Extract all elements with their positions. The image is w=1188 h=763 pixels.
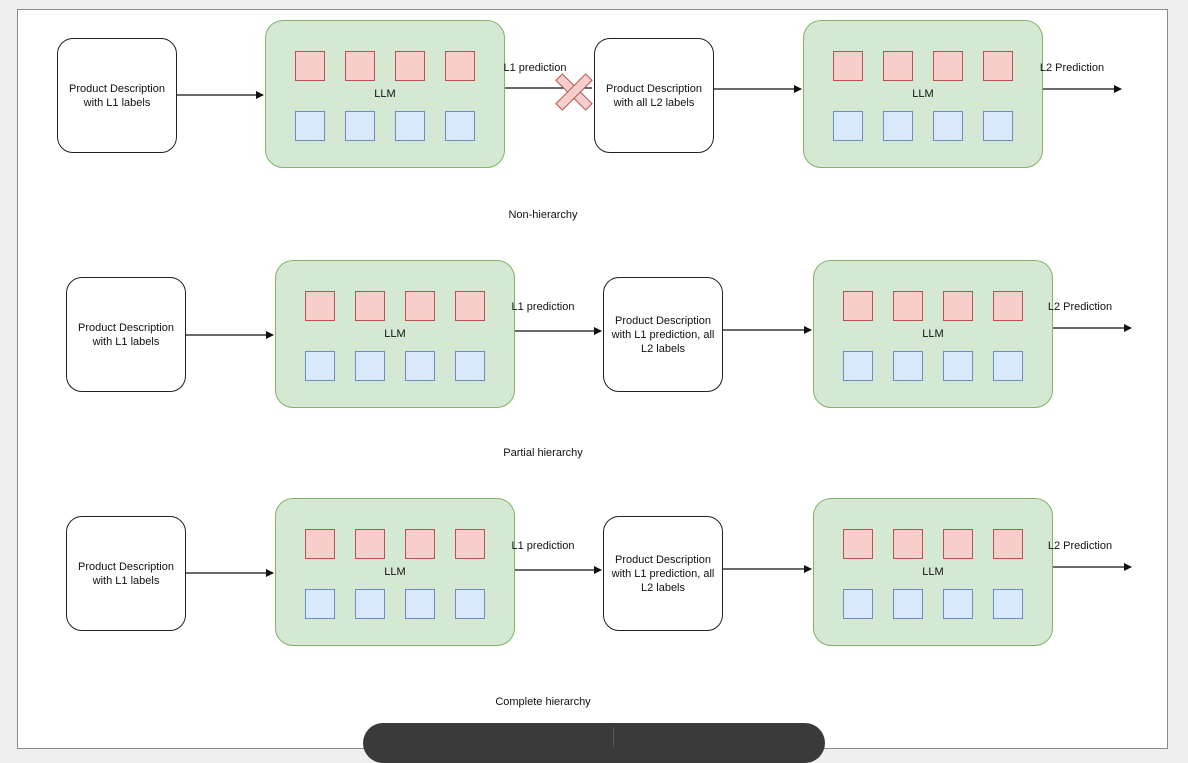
- row2-llm1-token-blue: [455, 351, 485, 381]
- row1-input-text: Product Description with L1 labels: [69, 82, 165, 109]
- row1-llm1-token-red: [395, 51, 425, 81]
- row2-llm1-token-red: [455, 291, 485, 321]
- row2-llm2-label: LLM: [922, 328, 944, 340]
- row1-llm2-token-red: [983, 51, 1013, 81]
- bottom-toolbar[interactable]: [363, 723, 825, 763]
- row3-second-input-box: Product Description with L1 prediction, …: [603, 516, 723, 631]
- row3-l2-prediction-label: L2 Prediction: [1047, 540, 1113, 552]
- row1-input-box: Product Description with L1 labels: [57, 38, 177, 153]
- row1-llm2-token-blue: [933, 111, 963, 141]
- row2-l2-prediction-label: L2 Prediction: [1047, 301, 1113, 313]
- row1-l2-prediction-label: L2 Prediction: [1039, 62, 1105, 74]
- row3-llm1-token-red: [355, 529, 385, 559]
- row2-llm2: LLM: [813, 260, 1053, 408]
- row1-second-input-box: Product Description with all L2 labels: [594, 38, 714, 153]
- row1-llm1-token-red: [295, 51, 325, 81]
- toolbar-divider: [613, 727, 614, 747]
- row2-llm1: LLM: [275, 260, 515, 408]
- row3-input-box: Product Description with L1 labels: [66, 516, 186, 631]
- row3-llm1-token-blue: [305, 589, 335, 619]
- row3-llm2-token-red: [843, 529, 873, 559]
- row3-llm1-token-blue: [355, 589, 385, 619]
- row2-llm2-token-blue: [893, 351, 923, 381]
- row2-second-input-text: Product Description with L1 prediction, …: [611, 314, 715, 355]
- row3-llm1-token-red: [405, 529, 435, 559]
- row1-llm1-label: LLM: [374, 88, 396, 100]
- row2-l1-prediction-label: L1 prediction: [511, 301, 575, 313]
- row2-caption: Partial hierarchy: [503, 447, 583, 459]
- row3-llm1: LLM: [275, 498, 515, 646]
- row1-llm2-label: LLM: [912, 88, 934, 100]
- row3-llm1-label: LLM: [384, 566, 406, 578]
- row2-llm2-token-blue: [943, 351, 973, 381]
- row1-second-input-text: Product Description with all L2 labels: [606, 82, 702, 109]
- row1-caption: Non-hierarchy: [508, 209, 578, 221]
- row3-llm2-token-blue: [993, 589, 1023, 619]
- row3-second-input-text: Product Description with L1 prediction, …: [611, 553, 715, 594]
- row2-input-box: Product Description with L1 labels: [66, 277, 186, 392]
- row3-llm1-token-blue: [405, 589, 435, 619]
- row1-llm2-token-blue: [883, 111, 913, 141]
- row1-llm2-token-red: [933, 51, 963, 81]
- row2-llm1-token-blue: [305, 351, 335, 381]
- row3-llm2-token-blue: [843, 589, 873, 619]
- row2-llm1-token-blue: [405, 351, 435, 381]
- row3-llm1-token-blue: [455, 589, 485, 619]
- row1-llm1-token-red: [345, 51, 375, 81]
- row2-llm2-token-red: [893, 291, 923, 321]
- row1-llm2-token-red: [833, 51, 863, 81]
- row2-llm2-token-blue: [843, 351, 873, 381]
- row2-llm2-token-red: [993, 291, 1023, 321]
- row2-llm1-token-red: [305, 291, 335, 321]
- row2-llm1-label: LLM: [384, 328, 406, 340]
- row1-llm1-token-blue: [295, 111, 325, 141]
- row1-llm1-token-blue: [395, 111, 425, 141]
- row3-llm2-token-red: [943, 529, 973, 559]
- row3-llm2-token-blue: [893, 589, 923, 619]
- row2-llm1-token-red: [355, 291, 385, 321]
- connector-arrows: [177, 73, 1132, 577]
- row2-llm2-token-red: [943, 291, 973, 321]
- row1-llm2-token-red: [883, 51, 913, 81]
- row3-llm1-token-red: [455, 529, 485, 559]
- row2-llm2-token-red: [843, 291, 873, 321]
- row3-l1-prediction-label: L1 prediction: [511, 540, 575, 552]
- row2-llm1-token-blue: [355, 351, 385, 381]
- row3-llm2-label: LLM: [922, 566, 944, 578]
- row2-input-text: Product Description with L1 labels: [78, 321, 174, 348]
- row1-llm2: LLM: [803, 20, 1043, 168]
- row2-llm1-token-red: [405, 291, 435, 321]
- row2-llm2-token-blue: [993, 351, 1023, 381]
- row3-caption: Complete hierarchy: [495, 696, 591, 708]
- row3-llm2-token-red: [993, 529, 1023, 559]
- row3-llm2-token-blue: [943, 589, 973, 619]
- row3-llm1-token-red: [305, 529, 335, 559]
- row3-input-text: Product Description with L1 labels: [78, 560, 174, 587]
- row1-dropped-cross-icon: [555, 73, 593, 111]
- row1-llm1-token-blue: [445, 111, 475, 141]
- row1-llm1-token-blue: [345, 111, 375, 141]
- row1-llm1-token-red: [445, 51, 475, 81]
- row1-llm2-token-blue: [983, 111, 1013, 141]
- row1-llm1: LLM: [265, 20, 505, 168]
- row2-second-input-box: Product Description with L1 prediction, …: [603, 277, 723, 392]
- row3-llm2: LLM: [813, 498, 1053, 646]
- row1-llm2-token-blue: [833, 111, 863, 141]
- row1-l1-prediction-label: L1 prediction: [503, 62, 567, 74]
- row3-llm2-token-red: [893, 529, 923, 559]
